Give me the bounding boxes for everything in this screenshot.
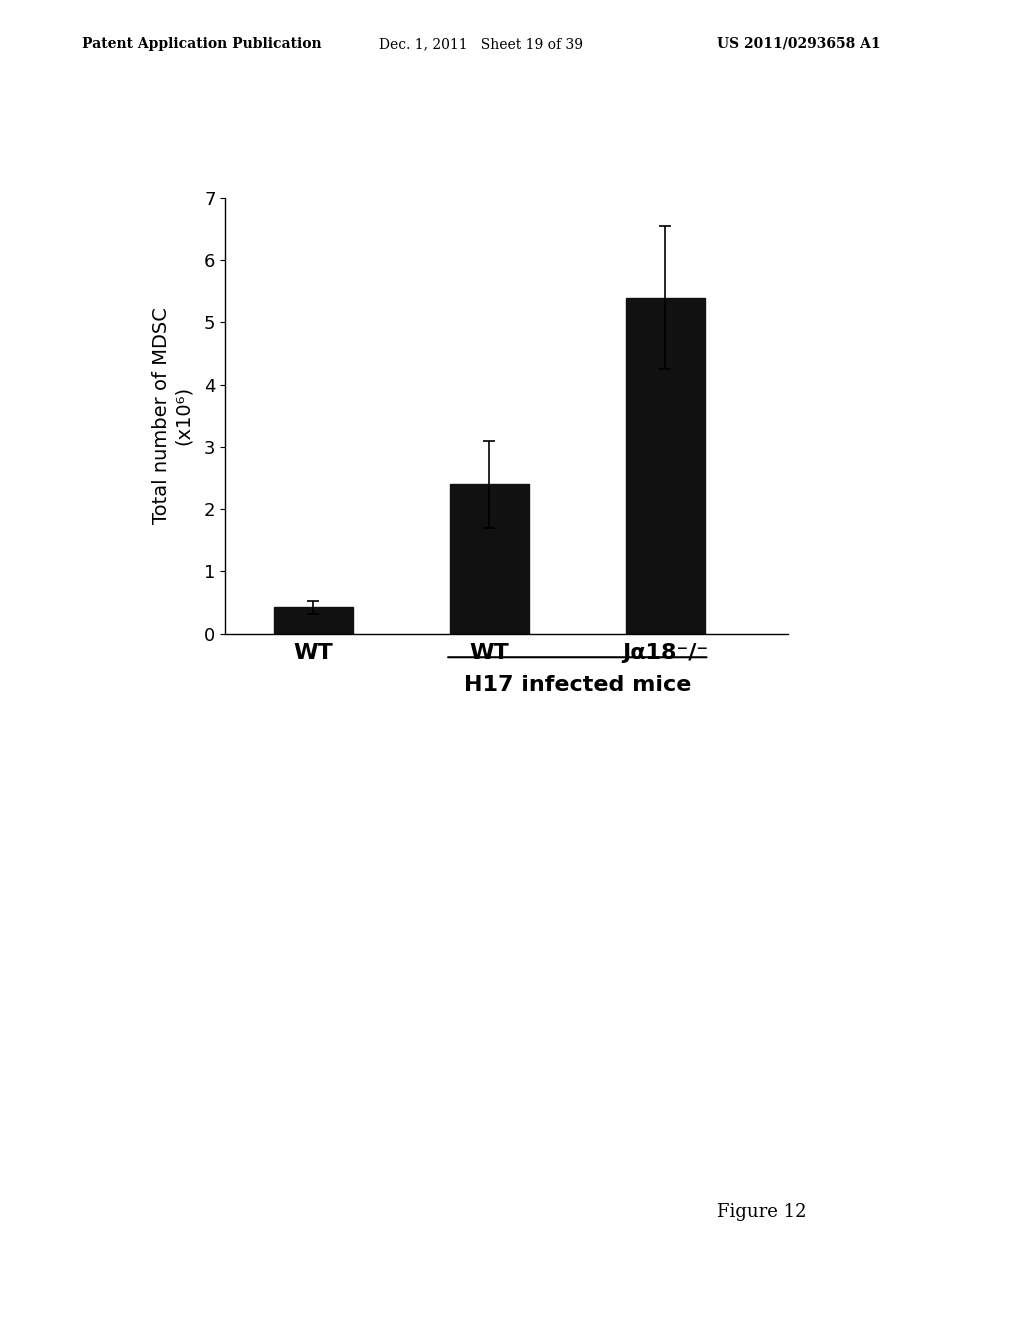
Text: US 2011/0293658 A1: US 2011/0293658 A1 xyxy=(717,37,881,51)
Text: Dec. 1, 2011   Sheet 19 of 39: Dec. 1, 2011 Sheet 19 of 39 xyxy=(379,37,583,51)
Bar xyxy=(626,297,705,634)
Text: H17 infected mice: H17 infected mice xyxy=(464,675,691,694)
Bar xyxy=(450,484,528,634)
Bar xyxy=(273,607,353,634)
Y-axis label: Total number of MDSC
(x10⁶): Total number of MDSC (x10⁶) xyxy=(152,308,193,524)
Text: Patent Application Publication: Patent Application Publication xyxy=(82,37,322,51)
Text: Figure 12: Figure 12 xyxy=(717,1203,806,1221)
